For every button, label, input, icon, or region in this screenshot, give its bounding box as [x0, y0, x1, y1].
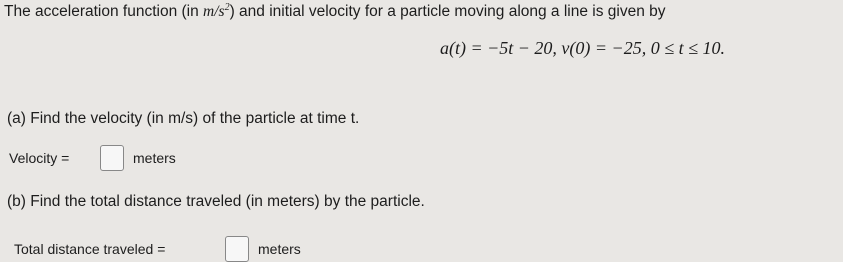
equation: a(t) = −5t − 20, v(0) = −25, 0 ≤ t ≤ 10.	[440, 38, 725, 58]
velocity-unit: meters	[133, 150, 176, 166]
part-b-prompt: (b) Find the total distance traveled (in…	[7, 193, 425, 210]
velocity-label: Velocity =	[9, 150, 70, 166]
distance-label: Total distance traveled =	[14, 241, 166, 257]
part-a-prompt: (a) Find the velocity (in m/s) of the pa…	[7, 110, 360, 127]
intro: The acceleration function (in m/s2) and …	[4, 2, 666, 21]
velocity-input[interactable]	[100, 145, 124, 171]
distance-unit: meters	[258, 241, 301, 257]
intro-text: ) and initial velocity for a particle mo…	[229, 3, 666, 21]
intro-text: The acceleration function (in	[4, 3, 204, 21]
unit: m/s	[203, 3, 225, 21]
distance-input[interactable]	[225, 236, 249, 262]
unit-power: 2	[224, 2, 230, 13]
